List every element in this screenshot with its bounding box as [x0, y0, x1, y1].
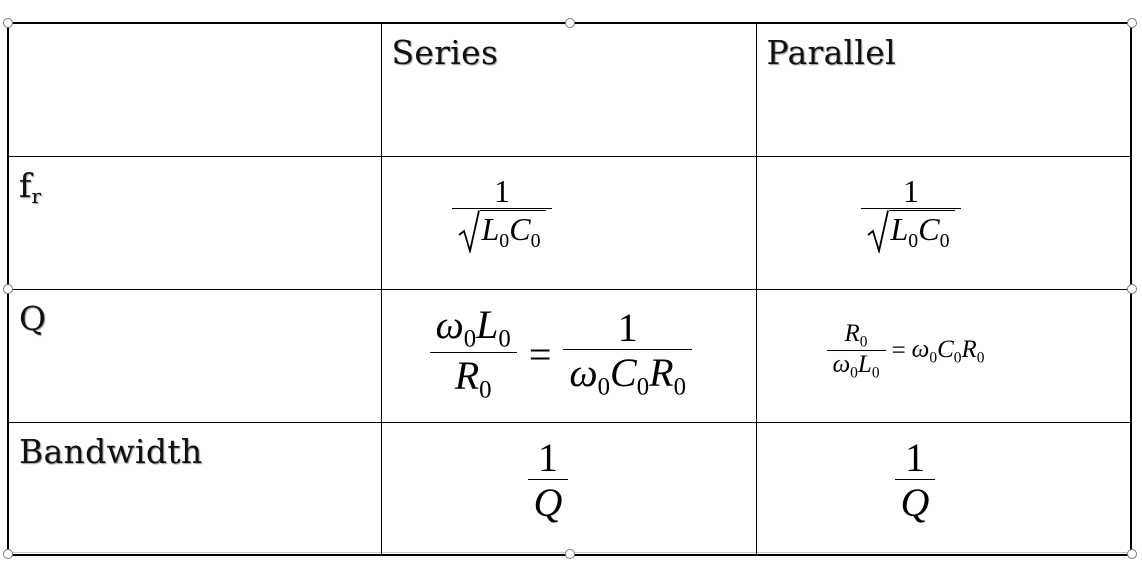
header-parallel: Parallel	[766, 33, 896, 72]
fr-parallel-cell: 1 L0C0	[755, 155, 1132, 290]
row-label-fr-subscript: r	[31, 183, 42, 208]
row-label-cell: Bandwidth	[7, 421, 382, 556]
header-series-cell: Series	[380, 22, 757, 157]
resize-handle-top-left[interactable]	[3, 18, 13, 28]
q-series-formula: ω0L0 R0 = 1 ω0C0R0	[429, 303, 692, 406]
resize-handle-top-right[interactable]	[1127, 18, 1137, 28]
header-empty-cell	[7, 22, 382, 157]
row-label-bandwidth: Bandwidth	[19, 431, 203, 471]
table-row-bandwidth: Bandwidth 1 Q 1 Q	[7, 421, 1132, 556]
row-label-q: Q	[19, 298, 47, 338]
bw-parallel-cell: 1 Q	[755, 421, 1132, 556]
q-series-cell: ω0L0 R0 = 1 ω0C0R0	[380, 288, 757, 423]
row-label-cell: fr	[7, 155, 382, 290]
resize-handle-top-center[interactable]	[565, 18, 575, 28]
fr-parallel-formula: 1 L0C0	[860, 174, 962, 261]
resize-handle-middle-left[interactable]	[3, 284, 13, 294]
header-series: Series	[391, 33, 499, 72]
row-label-fr: fr	[19, 165, 42, 208]
fr-series-cell: 1 L0C0	[380, 155, 757, 290]
q-parallel-formula: R0 ω0L0 = ω0C0R0	[826, 320, 985, 383]
resize-handle-bottom-right[interactable]	[1127, 549, 1137, 559]
table-row-q: Q ω0L0 R0 = 1 ω0C0R0 R0	[7, 288, 1132, 423]
table-header-row: Series Parallel	[7, 22, 1132, 157]
bw-series-formula: 1 Q	[527, 436, 569, 526]
header-parallel-cell: Parallel	[755, 22, 1132, 157]
bw-parallel-formula: 1 Q	[894, 436, 936, 526]
resize-handle-middle-right[interactable]	[1127, 284, 1137, 294]
q-parallel-cell: R0 ω0L0 = ω0C0R0	[755, 288, 1132, 423]
table-row-fr: fr 1 L0C0 1	[7, 155, 1132, 290]
resize-handle-bottom-left[interactable]	[3, 549, 13, 559]
resize-handle-bottom-center[interactable]	[565, 549, 575, 559]
bw-series-cell: 1 Q	[380, 421, 757, 556]
comparison-table: Series Parallel fr 1 L0C0	[7, 22, 1132, 556]
fr-series-formula: 1 L0C0	[451, 174, 553, 261]
row-label-cell: Q	[7, 288, 382, 423]
